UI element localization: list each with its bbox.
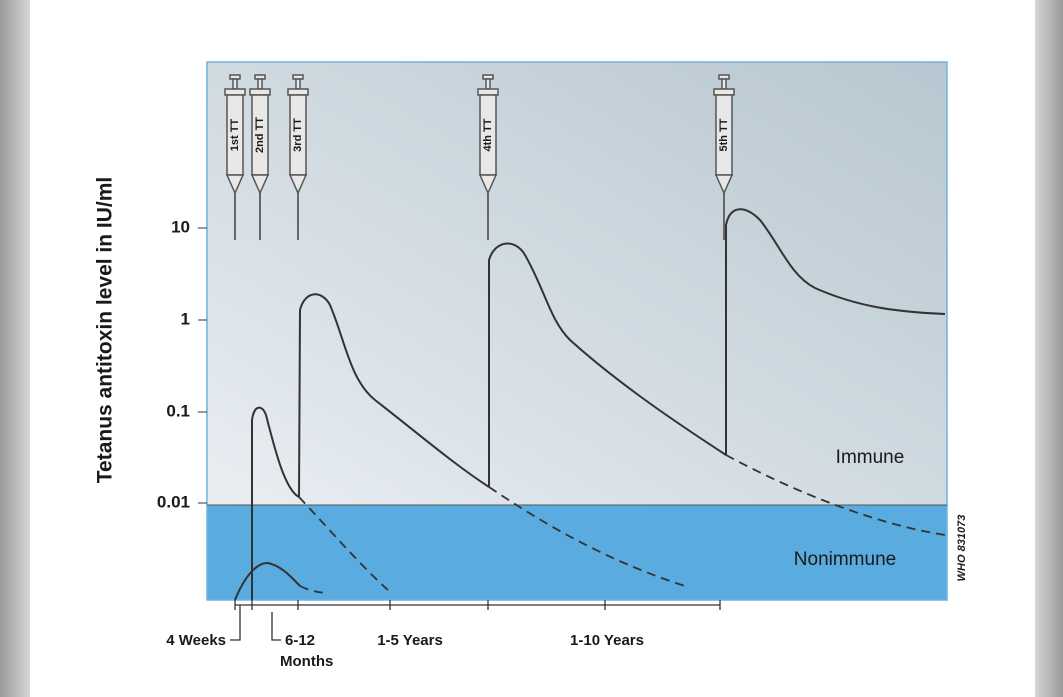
y-ticks: 10 1 0.1 0.01: [157, 217, 207, 511]
y-tick-label: 10: [171, 217, 190, 236]
dose-label: 1st TT: [229, 119, 241, 152]
y-axis-title: Tetanus antitoxin level in IU/ml: [94, 177, 117, 484]
interval-label: Months: [280, 653, 333, 670]
interval-label: 1-10 Years: [570, 632, 644, 649]
immune-region: [207, 62, 947, 505]
y-tick-label: 1: [181, 309, 190, 328]
y-tick-label: 0.01: [157, 492, 190, 511]
dose-label: 2nd TT: [254, 117, 266, 153]
y-tick-label: 0.1: [166, 401, 190, 420]
dose-label: 5th TT: [718, 118, 730, 151]
dose-label: 4th TT: [482, 118, 494, 151]
dose-label: 3rd TT: [292, 118, 304, 152]
interval-label: 4 Weeks: [166, 632, 226, 649]
interval-label: 1-5 Years: [377, 632, 443, 649]
region-label: Immune: [836, 447, 905, 468]
figure: 10 1 0.1 0.01 Tetanus antitoxin level in…: [0, 0, 1063, 697]
side-bar: [0, 0, 30, 697]
reference: WHO 831073: [956, 515, 968, 582]
side-bar: [1035, 0, 1063, 697]
region-label: Nonimmune: [794, 549, 896, 570]
interval-label: 6-12: [285, 632, 315, 649]
